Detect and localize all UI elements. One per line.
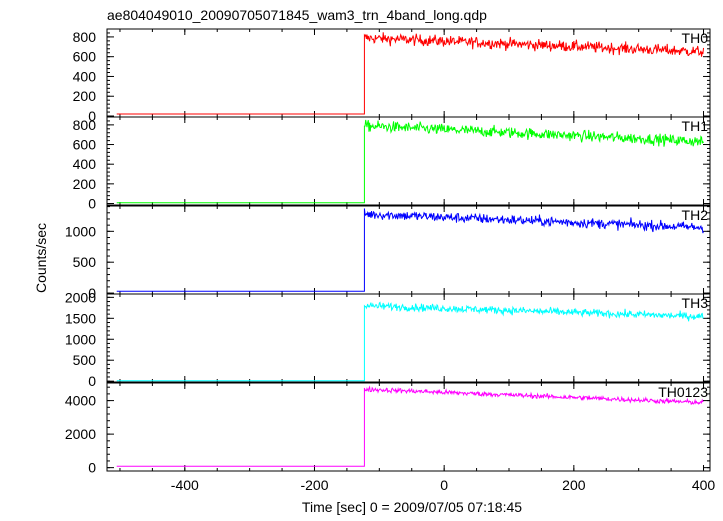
- y-tick-label: 1000: [65, 223, 96, 239]
- y-tick-label: 500: [73, 352, 97, 368]
- panel-th1: 0 200 400 600 800 TH1: [73, 116, 711, 212]
- y-tick-label: 600: [73, 49, 97, 65]
- y-tick-label: 800: [73, 117, 97, 133]
- y-tick-label: 200: [73, 88, 97, 104]
- y-tick-label: 0: [88, 285, 96, 301]
- panel-th3: 0 500 1000 1500 2000 TH3: [65, 289, 711, 389]
- panel-frame: [106, 205, 711, 295]
- panel-label-th0: TH0: [682, 30, 709, 46]
- y-tick-label: 200: [73, 176, 97, 192]
- panel-th0123: 0 2000 4000 TH0123: [65, 382, 711, 476]
- y-axis-title: Counts/sec: [33, 223, 49, 293]
- y-tick-label: 0: [88, 373, 96, 389]
- y-tick-label: 4000: [65, 393, 96, 409]
- panel-th2: 0 500 1000 TH2: [65, 205, 711, 301]
- chart-title: ae804049010_20090705071845_wam3_trn_4ban…: [107, 7, 487, 23]
- y-tick-label: 0: [88, 108, 96, 124]
- y-tick-label: 1500: [65, 310, 96, 326]
- x-axis-title: Time [sec] 0 = 2009/07/05 07:18:45: [302, 499, 522, 515]
- x-tick-label: -200: [300, 477, 328, 493]
- y-tick-label: 1000: [65, 331, 96, 347]
- y-tick-label: 0: [88, 196, 96, 212]
- series-line-th0123: [116, 385, 704, 467]
- series-line-th1: [116, 119, 704, 204]
- panel-frame: [106, 382, 711, 472]
- y-tick-label: 2000: [65, 289, 96, 305]
- panel-label-th3: TH3: [682, 295, 709, 311]
- panel-label-th2: TH2: [682, 207, 709, 223]
- x-tick-label: 200: [562, 477, 586, 493]
- panels-layer: 0 200 400 600 800 TH0 0 200 400 600 800 TH1 0 500 1000…: [65, 28, 716, 493]
- panel-frame: [106, 293, 711, 383]
- x-tick-label: 0: [440, 477, 448, 493]
- y-tick-label: 400: [73, 156, 97, 172]
- series-line-th0: [116, 32, 705, 115]
- series-line-th2: [116, 208, 704, 292]
- y-tick-label: 2000: [65, 426, 96, 442]
- panel-label-th0123: TH0123: [658, 384, 708, 400]
- panel-th0: 0 200 400 600 800 TH0: [73, 28, 711, 124]
- x-tick-label: 400: [692, 477, 716, 493]
- y-tick-label: 0: [88, 460, 96, 476]
- panel-frame: [106, 116, 711, 206]
- y-tick-label: 400: [73, 68, 97, 84]
- series-line-th3: [116, 301, 704, 382]
- x-tick-label: -400: [171, 477, 199, 493]
- y-tick-label: 800: [73, 29, 97, 45]
- y-tick-label: 500: [73, 254, 97, 270]
- y-tick-label: 600: [73, 137, 97, 153]
- panel-label-th1: TH1: [682, 118, 709, 134]
